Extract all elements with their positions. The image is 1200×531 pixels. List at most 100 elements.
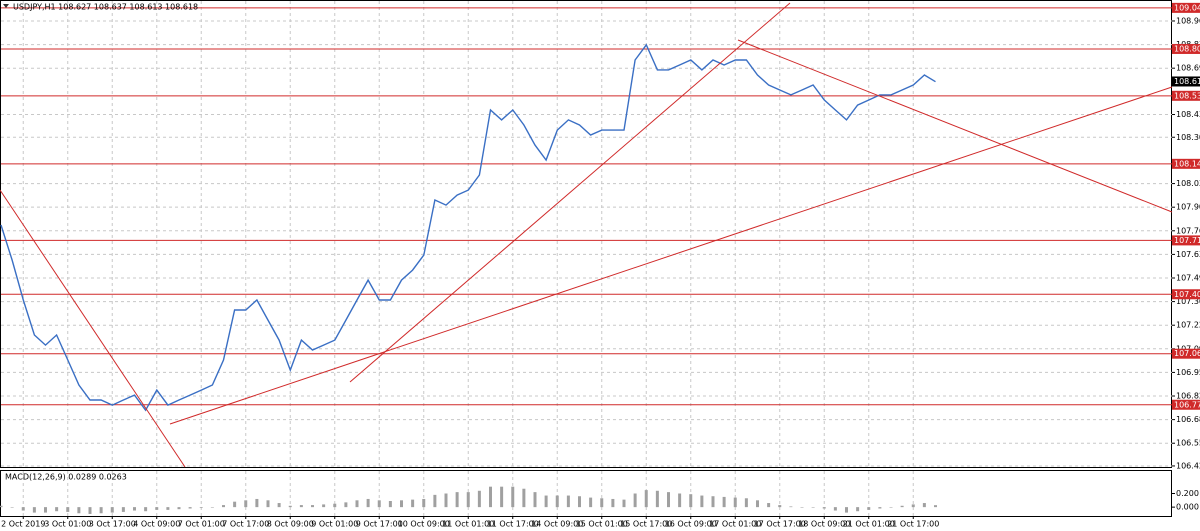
- macd-bar: [789, 506, 793, 508]
- macd-bar: [299, 505, 303, 508]
- macd-bar: [199, 507, 203, 508]
- x-tick-label: 3 Oct 01:00: [44, 520, 91, 529]
- y-tick-label: 0.200: [1176, 489, 1199, 498]
- y-tick-label: 108.695: [1176, 64, 1200, 73]
- y-tick-label: 106.685: [1176, 415, 1200, 424]
- macd-bar: [845, 507, 848, 513]
- y-tick-label: 106.955: [1176, 368, 1200, 377]
- macd-bar: [77, 507, 81, 514]
- macd-bar: [822, 507, 826, 509]
- macd-bar: [800, 507, 804, 508]
- macd-bar: [511, 486, 515, 508]
- trend-line: [0, 189, 186, 468]
- macd-bar: [733, 497, 737, 508]
- level-tag: [1172, 43, 1200, 54]
- chart-title: USDJPY,H1 108.627 108.637 108.613 108.61…: [13, 3, 198, 12]
- macd-bar: [811, 507, 815, 508]
- macd-bar: [411, 499, 415, 508]
- macd-bar: [589, 497, 593, 508]
- trend-line: [349, 2, 791, 383]
- macd-bar: [900, 505, 904, 508]
- macd-bar: [366, 498, 370, 508]
- x-tick-label: 11 Oct 01:00: [442, 520, 494, 529]
- macd-bar: [533, 492, 537, 508]
- macd-bar: [722, 496, 726, 508]
- last-price-tag: [1172, 76, 1200, 87]
- last-price-label: 108.619: [1174, 77, 1200, 86]
- y-tick-label: 107.900: [1176, 203, 1200, 212]
- macd-bar: [867, 507, 871, 510]
- macd-bar: [44, 507, 47, 513]
- macd-bar: [400, 500, 403, 508]
- y-tick-label: 106.550: [1176, 439, 1200, 448]
- x-tick-label: 11 Oct 17:00: [487, 520, 539, 529]
- macd-bar: [711, 496, 715, 508]
- level-tag: [1172, 2, 1200, 13]
- macd-bar: [288, 505, 292, 508]
- y-tick-label: 108.965: [1176, 16, 1200, 25]
- macd-bar: [444, 493, 448, 508]
- macd-panel: [0, 470, 1172, 517]
- macd-bar: [489, 486, 492, 508]
- macd-bar: [110, 507, 114, 513]
- level-label: 108.537: [1174, 91, 1200, 100]
- x-tick-label: 17 Oct 01:00: [709, 520, 761, 529]
- macd-bar: [655, 490, 659, 508]
- x-tick-label: 21 Oct 17:00: [887, 520, 939, 529]
- x-tick-label: 2 Oct 2019: [1, 520, 45, 529]
- macd-bar: [222, 505, 225, 508]
- macd-bar: [633, 493, 637, 508]
- macd-bar: [689, 494, 693, 508]
- macd-bar: [177, 507, 181, 510]
- macd-bar: [856, 507, 860, 512]
- macd-bar: [333, 503, 337, 508]
- macd-bar: [611, 498, 615, 508]
- y-tick-label: 108.430: [1176, 110, 1200, 119]
- x-tick-label: 15 Oct 01:00: [576, 520, 628, 529]
- level-label: 107.062: [1174, 349, 1200, 358]
- macd-bar: [21, 507, 25, 511]
- y-tick-label: 107.360: [1176, 297, 1200, 306]
- macd-bar: [233, 501, 237, 508]
- macd-bar: [522, 488, 526, 508]
- macd-bar: [922, 503, 926, 508]
- y-tick-label: 106.420: [1176, 461, 1200, 470]
- y-tick-label: 0.000: [1176, 503, 1199, 512]
- macd-bar: [133, 507, 136, 511]
- macd-bar: [767, 503, 771, 508]
- x-tick-label: 18 Oct 09:00: [798, 520, 850, 529]
- macd-bar: [88, 507, 92, 514]
- macd-bar: [667, 492, 670, 508]
- macd-bar: [99, 507, 103, 514]
- trend-line: [169, 86, 1173, 425]
- macd-bar: [322, 504, 326, 508]
- y-tick-label: 107.630: [1176, 250, 1200, 259]
- macd-bar: [500, 486, 504, 508]
- main-panel: [0, 0, 1172, 468]
- level-tag: [1172, 235, 1200, 246]
- macd-bar: [66, 507, 70, 512]
- x-tick-label: 17 Oct 17:00: [754, 520, 806, 529]
- macd-bar: [466, 492, 470, 508]
- x-tick-label: 7 Oct 01:00: [178, 520, 225, 529]
- macd-bar: [555, 495, 559, 508]
- macd-bar: [700, 495, 704, 508]
- macd-bar: [578, 496, 581, 508]
- x-tick-label: 15 Oct 17:00: [620, 520, 672, 529]
- macd-bar: [422, 498, 426, 508]
- macd-label: MACD(12,26,9) 0.0289 0.0263: [5, 473, 127, 482]
- x-tick-label: 21 Oct 01:00: [843, 520, 895, 529]
- macd-bar: [155, 507, 159, 510]
- macd-bar: [544, 495, 548, 508]
- macd-bar: [32, 507, 36, 513]
- y-tick-label: 108.035: [1176, 179, 1200, 188]
- macd-bar: [55, 507, 59, 512]
- x-tick-label: 8 Oct 09:00: [267, 520, 314, 529]
- macd-bar: [778, 505, 782, 508]
- macd-bar: [934, 505, 937, 508]
- macd-bar: [878, 507, 882, 509]
- macd-bar: [188, 507, 192, 509]
- macd-bar: [277, 503, 281, 508]
- y-tick-label: 107.495: [1176, 273, 1200, 282]
- macd-bar: [622, 499, 626, 508]
